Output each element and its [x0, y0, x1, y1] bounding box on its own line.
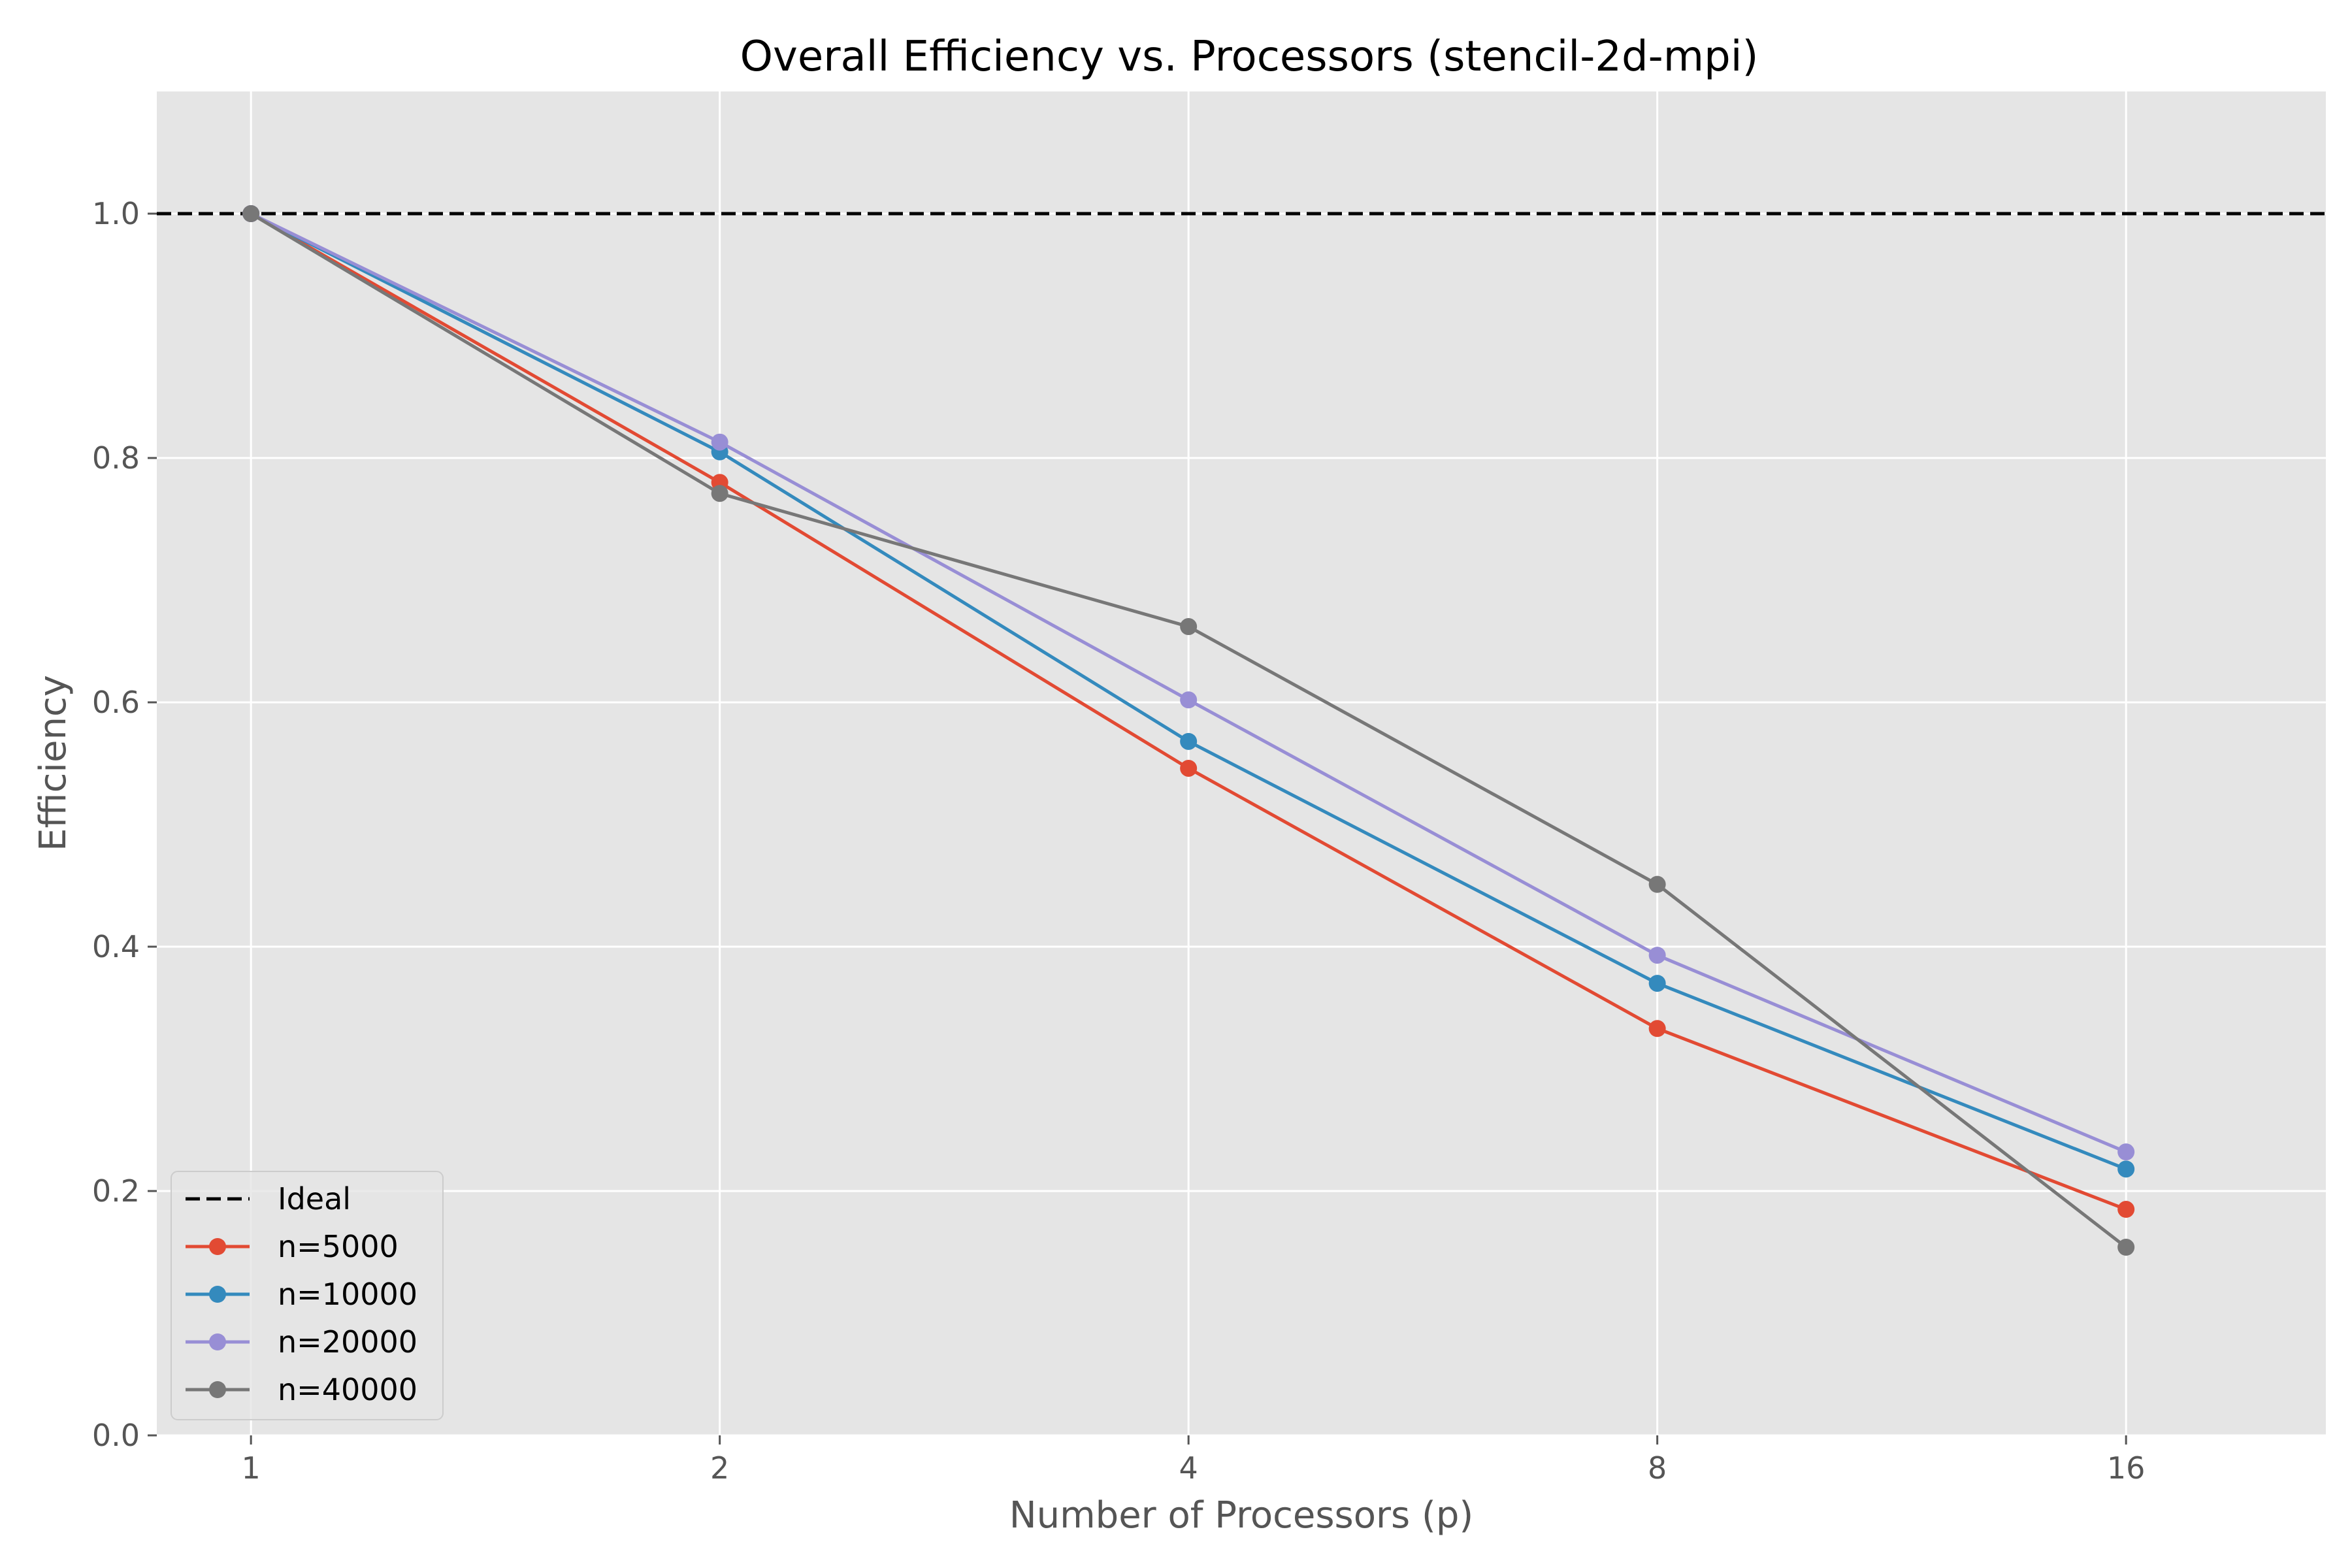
data-point	[1180, 759, 1198, 777]
series-lines	[242, 205, 2135, 1256]
legend-marker	[209, 1286, 226, 1303]
legend-item: Ideal	[186, 1181, 351, 1217]
legend-item: n=5000	[186, 1229, 399, 1264]
y-tick-label: 0.8	[92, 440, 140, 476]
legend-label: n=20000	[278, 1324, 417, 1360]
y-tick-label: 1.0	[92, 196, 140, 231]
data-point	[1180, 691, 1198, 709]
legend-marker	[209, 1238, 226, 1255]
y-tick-label: 0.4	[92, 929, 140, 964]
legend-marker	[209, 1381, 226, 1398]
legend-label: n=5000	[278, 1229, 399, 1264]
legend-label: n=10000	[278, 1277, 417, 1312]
y-tick-label: 0.0	[92, 1418, 140, 1453]
x-tick-label: 4	[1179, 1450, 1198, 1486]
data-point	[1180, 618, 1198, 636]
data-point	[2117, 1160, 2135, 1178]
series-n=40000	[242, 205, 2135, 1256]
data-point	[1180, 732, 1198, 750]
data-point	[2117, 1143, 2135, 1161]
data-point	[2117, 1201, 2135, 1218]
data-point	[1648, 975, 1666, 992]
legend-marker	[209, 1333, 226, 1350]
x-tick-label: 16	[2107, 1450, 2146, 1486]
plot-area	[157, 91, 2326, 1435]
y-axis-ticks: 0.0 0.2 0.4 0.6 0.8 1.0	[92, 196, 157, 1453]
data-point	[1648, 947, 1666, 964]
x-tick-label: 8	[1648, 1450, 1667, 1486]
legend: Ideal n=5000 n=10000 n=20000 n=40000	[171, 1171, 444, 1420]
y-axis-label: Efficiency	[32, 675, 74, 851]
data-point	[1648, 1020, 1666, 1037]
legend-label: n=40000	[278, 1372, 417, 1407]
chart-title: Overall Efficiency vs. Processors (stenc…	[740, 33, 1759, 81]
y-tick-label: 0.2	[92, 1173, 140, 1209]
legend-box	[171, 1171, 444, 1420]
data-point	[711, 433, 728, 451]
legend-item: n=40000	[186, 1372, 417, 1407]
legend-label: Ideal	[278, 1181, 351, 1217]
data-point	[711, 485, 728, 502]
legend-item: n=10000	[186, 1277, 417, 1312]
x-axis-label: Number of Processors (p)	[1009, 1494, 1473, 1537]
data-point	[1648, 875, 1666, 893]
y-tick-label: 0.6	[92, 685, 140, 720]
data-point	[242, 205, 260, 222]
x-axis-ticks: 1 2 4 8 16	[242, 1435, 2146, 1486]
x-tick-label: 1	[242, 1450, 261, 1486]
legend-item: n=20000	[186, 1324, 417, 1360]
data-point	[2117, 1239, 2135, 1256]
x-tick-label: 2	[710, 1450, 729, 1486]
